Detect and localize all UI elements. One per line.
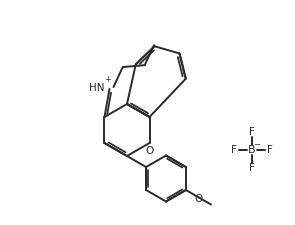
Text: B: B: [248, 145, 256, 155]
Text: O: O: [145, 146, 154, 156]
Text: O: O: [195, 194, 203, 204]
Text: F: F: [267, 145, 273, 155]
Text: F: F: [249, 127, 255, 137]
Text: F: F: [249, 163, 255, 173]
Text: −: −: [253, 140, 260, 149]
Text: F: F: [231, 145, 237, 155]
Text: +: +: [104, 76, 111, 85]
Text: HN: HN: [89, 83, 104, 93]
